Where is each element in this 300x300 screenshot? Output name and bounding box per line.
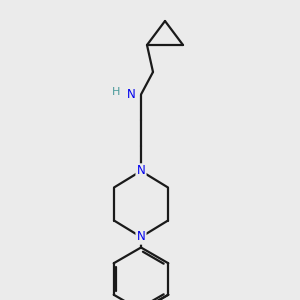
Text: N: N	[136, 164, 146, 178]
Text: H: H	[112, 87, 120, 97]
Text: N: N	[127, 88, 136, 101]
Text: N: N	[136, 230, 146, 244]
